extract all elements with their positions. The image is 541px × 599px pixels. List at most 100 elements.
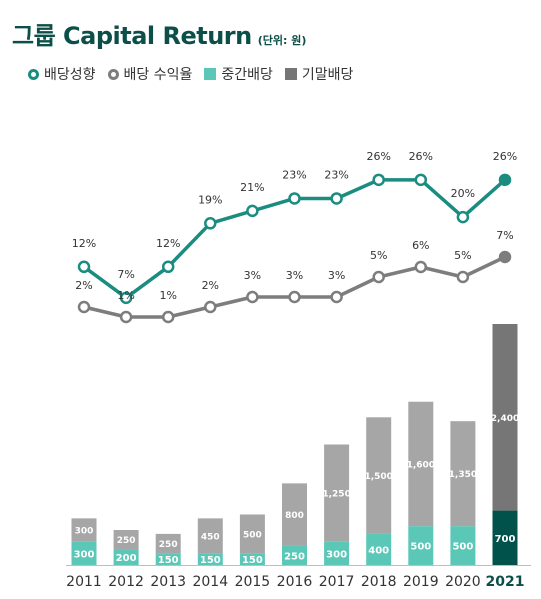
payout-ratio-point [119, 291, 133, 305]
dividend-yield-point [498, 250, 512, 264]
dividend-yield-value-label: 5% [454, 249, 471, 262]
bar-label-final: 2,400 [491, 414, 519, 424]
x-tick-label: 2014 [192, 574, 228, 590]
legend-item-final: 기말배당 [284, 64, 354, 84]
payout-ratio-point [204, 217, 217, 230]
bar-label-final: 500 [243, 530, 262, 540]
bar-interim [492, 510, 518, 565]
bar-label-final: 250 [159, 540, 178, 550]
bar-label-interim: 500 [452, 542, 473, 553]
dividend-yield-line [83, 255, 506, 319]
bar-label-interim: 500 [410, 542, 431, 553]
bar-interim [197, 553, 223, 565]
dividend-yield-value-label: 2% [202, 279, 219, 292]
bar-interim [71, 541, 97, 565]
chart-title-group: 그룹 Capital Return (단위: 원) [12, 16, 306, 51]
bar-label-final: 450 [201, 532, 220, 542]
dividend-yield-value-label: 6% [412, 239, 429, 252]
x-tick-label: 2017 [319, 574, 355, 590]
bar-label-interim: 300 [74, 549, 95, 560]
bar-interim [450, 526, 476, 565]
bar-label-interim: 150 [158, 555, 179, 566]
legend-label-final: 기말배당 [301, 67, 354, 83]
payout-ratio-value-label: 12% [72, 237, 96, 250]
bar-interim [408, 526, 434, 565]
bar-interim [366, 533, 392, 565]
dividend-yield-point [77, 300, 91, 314]
bar-label-interim: 250 [284, 551, 305, 562]
x-tick-label: 2020 [445, 574, 481, 590]
payout-ratio-value-label: 26% [493, 150, 517, 163]
legend-ring-icon [107, 68, 119, 80]
dividend-yield-value-label: 2% [75, 279, 92, 292]
bar-label-interim: 300 [326, 549, 347, 560]
bar-label-final: 250 [117, 536, 136, 546]
legend-item-payout: 배당성향 [28, 64, 96, 84]
dividend-yield-point [246, 290, 259, 304]
bar-label-interim: 150 [242, 555, 263, 566]
x-tick-label: 2013 [150, 574, 186, 590]
bar-final [239, 514, 265, 554]
bar-final [450, 421, 476, 527]
payout-ratio-point [161, 260, 175, 274]
payout-ratio-value-label: 20% [451, 187, 475, 200]
legend-square-icon [204, 68, 217, 80]
x-tick-label: 2018 [361, 574, 397, 590]
bar-final [155, 533, 181, 554]
bar-label-final: 300 [75, 527, 94, 537]
bar-interim [155, 553, 181, 565]
dividend-yield-value-label: 3% [328, 269, 345, 282]
bar-interim [282, 545, 307, 565]
bar-final [113, 530, 139, 550]
bar-final [366, 417, 392, 534]
x-tick-label: 2019 [403, 574, 439, 590]
bar-label-final: 1,500 [364, 472, 392, 482]
bar-label-interim: 700 [495, 534, 516, 545]
dividend-yield-value-label: 5% [370, 249, 387, 262]
chart-title: 그룹 Capital Return [12, 22, 252, 50]
legend-square-icon [284, 68, 297, 80]
x-tick-label: 2012 [108, 574, 144, 590]
bar-final [492, 324, 518, 511]
bar-interim [113, 549, 139, 565]
dividend-yield-point [372, 270, 385, 284]
payout-ratio-point [246, 204, 259, 218]
legend: 배당성향 배당 수익율 중간배당 기말배당 [28, 64, 353, 84]
legend-item-interim: 중간배당 [204, 64, 273, 84]
dividend-yield-value-label: 1% [117, 289, 134, 302]
dividend-yield-point [119, 310, 133, 324]
payout-ratio-value-label: 21% [240, 181, 264, 194]
bar-label-interim: 400 [368, 545, 389, 556]
bar-label-final: 800 [285, 511, 304, 521]
bar-label-final: 1,350 [449, 470, 477, 480]
x-tick-label: 2015 [235, 574, 271, 590]
payout-ratio-point [498, 173, 512, 187]
payout-ratio-value-label: 7% [117, 268, 134, 281]
x-tick-label: 2016 [277, 574, 313, 590]
bar-final [408, 401, 434, 527]
bar-final [324, 444, 350, 542]
bar-interim [324, 541, 350, 565]
legend-ring-icon [28, 68, 39, 80]
payout-ratio-value-label: 26% [366, 150, 390, 163]
legend-label-interim: 중간배당 [221, 67, 273, 83]
payout-ratio-point [414, 173, 428, 187]
payout-ratio-value-label: 23% [324, 168, 348, 181]
bar-final [197, 518, 223, 554]
legend-label-payout: 배당성향 [44, 67, 96, 83]
dividend-yield-value-label: 3% [244, 269, 261, 282]
bar-label-final: 1,250 [322, 490, 350, 500]
dividend-yield-point [456, 270, 470, 284]
dividend-yield-point [330, 290, 343, 304]
x-tick-label: 2021 [486, 574, 525, 590]
bar-final [71, 518, 97, 542]
dividend-yield-value-label: 3% [286, 269, 303, 282]
x-tick-label: 2011 [66, 574, 102, 590]
dividend-yield-point [414, 260, 428, 274]
payout-ratio-value-label: 26% [409, 150, 433, 163]
dividend-yield-point [288, 290, 301, 304]
dividend-yield-value-label: 1% [159, 289, 176, 302]
payout-ratio-point [456, 210, 470, 224]
bar-final [282, 483, 307, 546]
